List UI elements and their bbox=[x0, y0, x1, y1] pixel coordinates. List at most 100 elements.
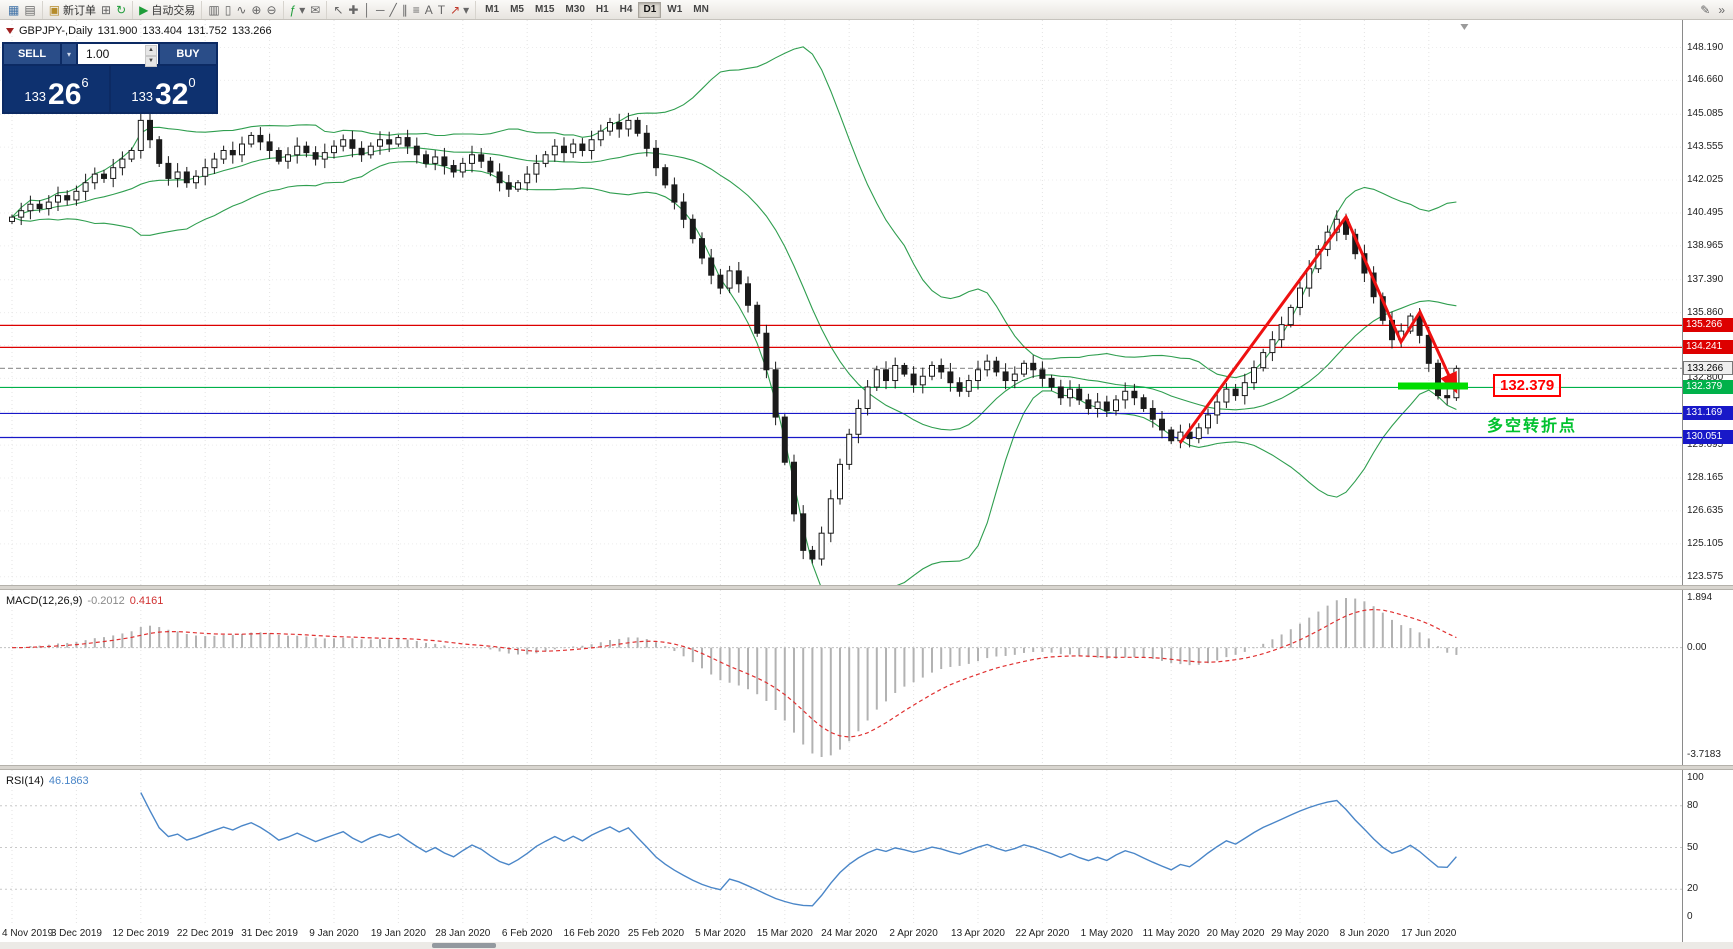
fibonacci-button[interactable]: ≡ bbox=[411, 1, 422, 18]
charts-grid-button[interactable]: ⊞ bbox=[99, 1, 113, 18]
ohlc-open: 131.900 bbox=[97, 25, 138, 37]
chart-info-line: GBPJPY-,Daily 131.900 133.404 131.752 13… bbox=[6, 25, 272, 37]
sell-button[interactable]: SELL bbox=[4, 44, 60, 64]
level-price-label-134.241[interactable]: 134.241 bbox=[1683, 340, 1733, 355]
ohlc-low: 131.752 bbox=[187, 25, 227, 37]
timeframe-h1[interactable]: H1 bbox=[595, 3, 609, 15]
text-button[interactable]: A bbox=[423, 1, 435, 18]
macd-signal-value: 0.4161 bbox=[129, 595, 164, 607]
date-label: 1 May 2020 bbox=[1080, 928, 1133, 939]
sell-price-display[interactable]: 133 26 6 bbox=[4, 66, 109, 112]
zoom-in-button[interactable]: ⊕ bbox=[249, 1, 263, 18]
autotrading-play-icon: ▶ bbox=[139, 2, 149, 17]
pencil-icon: ✎ bbox=[1700, 2, 1711, 17]
timeframe-m1[interactable]: M1 bbox=[485, 3, 500, 15]
trade-settings-dropdown[interactable]: ▾ bbox=[62, 44, 76, 64]
macd-canvas[interactable] bbox=[0, 590, 1682, 765]
rsi-pane[interactable]: RSI(14) 46.1863 bbox=[0, 770, 1733, 925]
bollinger-up bbox=[11, 46, 1457, 379]
toolbar-group-timeframes: M1 M5 M15 M30 H1 H4 D1 W1 MN bbox=[476, 1, 718, 19]
level-price-label-132.379[interactable]: 132.379 bbox=[1683, 380, 1733, 395]
volume-up-button[interactable]: ▲ bbox=[145, 45, 157, 56]
line-chart-button[interactable]: ∿ bbox=[234, 1, 248, 18]
support-price-label[interactable]: 132.379 bbox=[1493, 374, 1562, 397]
bar-chart-button[interactable]: ▥ bbox=[206, 1, 221, 18]
macd-pane[interactable]: MACD(12,26,9) -0.2012 0.4161 bbox=[0, 590, 1733, 765]
vertical-line-button[interactable]: │ bbox=[361, 1, 373, 18]
timeframe-m15[interactable]: M15 bbox=[534, 3, 555, 15]
text-label-button[interactable]: T bbox=[436, 1, 447, 18]
toolbar-group-charttype: ▥ ▯ ∿ ⊕ ⊖ bbox=[202, 0, 284, 19]
cursor-button[interactable]: ↖ bbox=[331, 1, 345, 18]
price-tick-label: 126.635 bbox=[1687, 504, 1724, 516]
candlestick-button[interactable]: ▯ bbox=[223, 1, 234, 18]
price-tick-label: 123.575 bbox=[1687, 570, 1724, 582]
new-chart-button[interactable]: ▦ bbox=[6, 1, 21, 18]
price-chart-canvas[interactable] bbox=[0, 20, 1682, 585]
buy-button[interactable]: BUY bbox=[160, 44, 216, 64]
turning-point-note[interactable]: 多空转折点 bbox=[1487, 418, 1578, 435]
arrows-button[interactable]: ↗ ▾ bbox=[448, 1, 471, 18]
date-label: 24 Mar 2020 bbox=[821, 928, 878, 939]
timeframe-h4[interactable]: H4 bbox=[619, 3, 633, 15]
level-price-label-135.266[interactable]: 135.266 bbox=[1683, 318, 1733, 333]
pane-divider-macd[interactable] bbox=[0, 585, 1733, 590]
date-label: 31 Dec 2019 bbox=[241, 928, 298, 939]
ohlc-high: 133.404 bbox=[142, 25, 183, 37]
channel-icon: ∥ bbox=[401, 2, 408, 17]
chart-shift-marker[interactable] bbox=[1460, 24, 1469, 30]
zoom-out-button[interactable]: ⊖ bbox=[264, 1, 278, 18]
price-tick-label: 140.495 bbox=[1687, 206, 1724, 218]
text-icon: A bbox=[424, 2, 433, 17]
trendline-icon: ╱ bbox=[389, 2, 397, 17]
date-axis[interactable]: 4 Nov 2019 3 Dec 2019 12 Dec 2019 22 Dec 20… bbox=[0, 925, 1682, 942]
pencil-button[interactable]: ✎ bbox=[1698, 1, 1712, 18]
pane-divider-rsi[interactable] bbox=[0, 765, 1733, 770]
horizontal-line-button[interactable]: ─ bbox=[374, 1, 387, 18]
timeframe-w1[interactable]: W1 bbox=[667, 3, 683, 15]
autotrading-button[interactable]: ▶ 自动交易 bbox=[137, 1, 197, 18]
sell-price-prefix: 133 bbox=[24, 89, 47, 104]
timeframe-m30[interactable]: M30 bbox=[565, 3, 585, 15]
indicators-icon: ƒ bbox=[289, 2, 297, 17]
price-chart-pane[interactable]: GBPJPY-,Daily 131.900 133.404 131.752 13… bbox=[0, 20, 1733, 585]
timeframe-m5[interactable]: M5 bbox=[510, 3, 524, 15]
trendline-button[interactable]: ╱ bbox=[387, 1, 398, 18]
indicators-button[interactable]: ƒ ▾ bbox=[288, 1, 308, 18]
level-price-label-133.266[interactable]: 133.266 bbox=[1683, 361, 1733, 376]
channel-button[interactable]: ∥ bbox=[400, 1, 410, 18]
date-label: 11 May 2020 bbox=[1142, 928, 1200, 939]
price-tick-label: 125.105 bbox=[1687, 537, 1724, 549]
date-label: 9 Jan 2020 bbox=[309, 928, 359, 939]
price-axis[interactable]: 148.190 146.660 145.085 143.555 142.025 140.4… bbox=[1682, 20, 1733, 942]
symbol-period-label: GBPJPY-,Daily bbox=[19, 25, 93, 37]
date-label: 25 Feb 2020 bbox=[627, 928, 685, 939]
price-tick-label: 142.025 bbox=[1687, 174, 1724, 186]
refresh-button[interactable]: ↻ bbox=[114, 1, 128, 18]
macd-scale-label: -3.7183 bbox=[1687, 749, 1721, 760]
date-label: 5 Mar 2020 bbox=[695, 928, 746, 939]
level-price-label-131.169[interactable]: 131.169 bbox=[1683, 406, 1733, 421]
crosshair-icon: ✚ bbox=[348, 2, 359, 17]
mail-button[interactable]: ✉ bbox=[308, 1, 322, 18]
rsi-canvas[interactable] bbox=[0, 770, 1682, 925]
buy-price-display[interactable]: 133 32 0 bbox=[111, 66, 216, 112]
trend-zigzag-annotation[interactable] bbox=[1178, 214, 1458, 444]
date-label: 15 Mar 2020 bbox=[756, 928, 813, 939]
toolbar-overflow-button[interactable]: » bbox=[1716, 1, 1727, 18]
crosshair-button[interactable]: ✚ bbox=[346, 1, 360, 18]
timeframe-mn[interactable]: MN bbox=[693, 3, 709, 15]
price-tick-label: 128.165 bbox=[1687, 472, 1724, 484]
zoom-in-icon: ⊕ bbox=[251, 2, 262, 17]
volume-down-button[interactable]: ▼ bbox=[145, 56, 157, 67]
timeframe-d1[interactable]: D1 bbox=[638, 1, 662, 18]
profiles-button[interactable]: ▤ bbox=[22, 1, 37, 18]
volume-input[interactable]: 1.00 ▲ ▼ bbox=[78, 44, 158, 67]
level-price-label-130.051[interactable]: 130.051 bbox=[1683, 430, 1733, 445]
new-order-button[interactable]: ▣ 新订单 bbox=[47, 1, 98, 18]
date-label: 8 Jun 2020 bbox=[1339, 928, 1390, 939]
scrollbar-thumb[interactable] bbox=[432, 943, 496, 948]
charts-grid-icon: ⊞ bbox=[101, 2, 112, 17]
chevron-more-icon: » bbox=[1718, 2, 1725, 17]
horizontal-scrollbar[interactable] bbox=[0, 942, 1733, 949]
